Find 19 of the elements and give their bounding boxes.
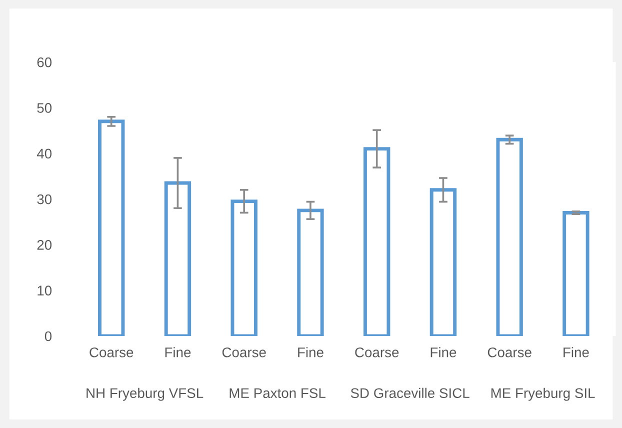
y-tick-label: 60 (37, 57, 52, 68)
y-tick-label: 10 (38, 286, 52, 296)
x-tick-label: Fine (564, 347, 589, 358)
y-tick-label: 20 (37, 240, 52, 250)
x-tick-label: Coarse (222, 347, 266, 358)
x-tick-label: Fine (165, 347, 191, 358)
text: ME Fryeburg SIL (491, 388, 595, 401)
x-tick-label: Fine (298, 347, 324, 358)
x-tick-label: Coarse (355, 347, 399, 358)
y-tick-label: 50 (37, 103, 52, 113)
y-tick-label: 40 (36, 148, 52, 159)
text: SD Graceville SICL (350, 388, 470, 398)
y-tick-label: 30 (37, 194, 52, 204)
text: ME Paxton FSL (230, 388, 326, 398)
y-tick-label: 0 (44, 331, 52, 342)
x-tick-label: Fine (430, 347, 456, 358)
x-tick-label: Coarse (90, 347, 134, 358)
text: NH Fryeburg VFSL (86, 388, 204, 401)
x-tick-label: Coarse (488, 347, 532, 358)
